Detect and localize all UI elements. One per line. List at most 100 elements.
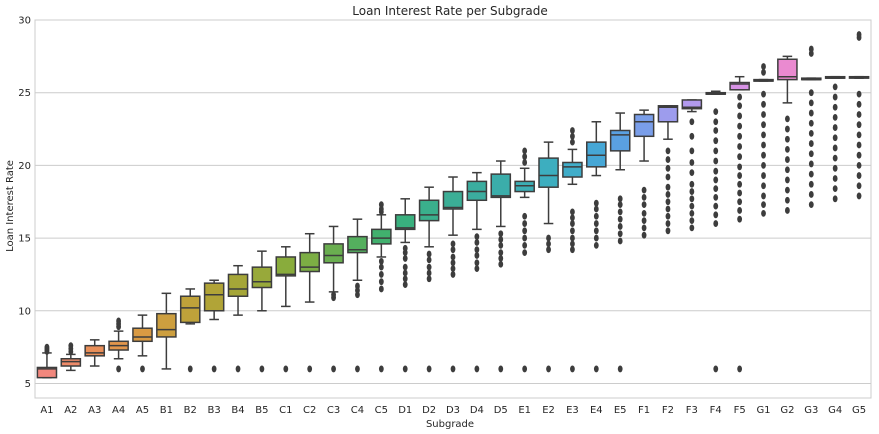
box-B2 <box>179 288 201 373</box>
outlier-point <box>808 140 814 147</box>
outlier-point <box>641 231 647 239</box>
outlier-point <box>378 257 384 265</box>
box-iqr <box>538 157 559 188</box>
outlier-point <box>713 147 719 155</box>
outlier-point <box>856 192 862 200</box>
outlier-point <box>570 234 575 242</box>
outlier-point <box>617 237 623 245</box>
outlier-point <box>761 100 766 108</box>
box-G2 <box>777 55 798 214</box>
outlier-point <box>498 241 504 249</box>
box-E2 <box>538 141 559 373</box>
outlier-point <box>474 233 480 241</box>
outlier-point <box>832 103 838 111</box>
outlier-point <box>450 246 456 254</box>
outlier-point <box>570 246 575 254</box>
box-iqr <box>347 235 368 254</box>
x-tick-label: A5 <box>136 405 149 416</box>
outlier-point <box>713 185 719 193</box>
outlier-point <box>856 100 862 108</box>
outlier-point <box>378 365 384 373</box>
outlier-point <box>785 196 790 204</box>
outlier-point <box>761 201 766 209</box>
x-tick-label: B2 <box>184 405 197 416</box>
outlier-point <box>140 365 145 373</box>
outlier-point <box>331 365 336 373</box>
outlier-point <box>737 207 743 214</box>
outlier-point <box>856 121 862 129</box>
outlier-point <box>832 195 838 203</box>
outlier-point <box>761 182 766 190</box>
outlier-point <box>522 153 528 161</box>
outlier-point <box>689 202 695 210</box>
outlier-point <box>713 176 719 184</box>
outlier-point <box>856 182 862 190</box>
box-G5 <box>848 31 870 200</box>
outlier-point <box>402 244 408 252</box>
x-axis-label: Subgrade <box>426 419 474 430</box>
outlier-point <box>283 365 289 373</box>
outlier-point <box>761 151 766 159</box>
outlier-point <box>808 119 814 127</box>
outlier-point <box>593 220 599 227</box>
outlier-point <box>665 212 671 220</box>
outlier-point <box>665 205 671 213</box>
outlier-point <box>593 227 599 235</box>
outlier-point <box>641 186 647 194</box>
outlier-point <box>593 234 599 242</box>
outlier-point <box>856 141 862 149</box>
outlier-point <box>832 154 838 162</box>
outlier-point <box>761 209 766 217</box>
box-iqr <box>156 312 177 338</box>
outlier-point <box>522 220 528 227</box>
outlier-point <box>808 45 814 53</box>
outlier-point <box>522 234 528 242</box>
outlier-point <box>235 365 241 373</box>
box-B1 <box>156 292 177 370</box>
outlier-point <box>426 365 432 373</box>
y-axis-label: Loan Interest Rate <box>5 160 16 252</box>
x-tick-label: G2 <box>780 405 794 416</box>
box-B3 <box>203 279 225 373</box>
outlier-point <box>570 240 575 248</box>
x-tick-label: E3 <box>566 405 579 416</box>
outlier-point <box>689 159 695 166</box>
outlier-point <box>546 246 551 254</box>
box-iqr <box>657 105 679 123</box>
box-iqr <box>418 199 440 222</box>
x-tick-label: C5 <box>375 405 388 416</box>
outlier-point <box>665 198 671 206</box>
outlier-point <box>808 170 814 178</box>
outlier-point <box>450 253 456 261</box>
outlier-point <box>402 281 408 288</box>
outlier-point <box>689 188 695 195</box>
outlier-point <box>593 199 599 207</box>
x-tick-label: F1 <box>638 405 650 416</box>
outlier-point <box>402 269 408 277</box>
box-iqr <box>203 282 225 312</box>
outlier-point <box>44 343 50 351</box>
outlier-point <box>737 143 743 150</box>
x-tick-label: E2 <box>542 405 555 416</box>
outlier-point <box>546 240 551 248</box>
box-D3 <box>442 176 464 373</box>
outlier-point <box>785 186 790 194</box>
x-tick-label: F3 <box>686 405 698 416</box>
outlier-point <box>426 269 432 277</box>
outlier-point <box>617 230 623 238</box>
outlier-point <box>474 265 480 273</box>
box-A5 <box>132 314 153 373</box>
outlier-point <box>116 365 121 373</box>
outlier-point <box>737 180 743 188</box>
outlier-point <box>785 125 790 133</box>
outlier-point <box>116 317 121 325</box>
outlier-point <box>522 147 528 155</box>
outlier-point <box>737 93 743 101</box>
outlier-point <box>402 263 408 271</box>
box-iqr <box>609 129 631 152</box>
outlier-point <box>785 115 790 123</box>
outlier-point <box>832 134 838 142</box>
outlier-point <box>761 121 766 129</box>
outlier-point <box>713 118 719 126</box>
